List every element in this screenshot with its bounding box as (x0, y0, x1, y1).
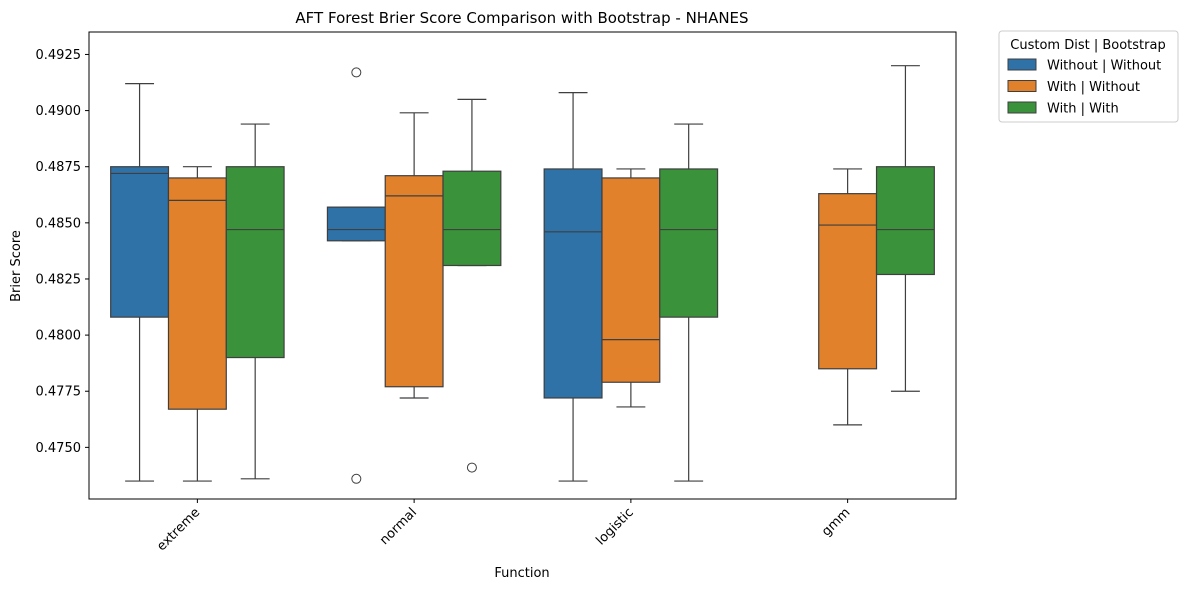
box (326, 206, 386, 242)
legend-entry-label: With | With (1047, 102, 1119, 117)
x-tick-label: normal (377, 505, 420, 548)
y-tick-label: 0.4850 (36, 216, 82, 231)
y-tick-label: 0.4875 (36, 160, 82, 175)
box (442, 170, 502, 267)
legend-frame (998, 30, 1179, 123)
y-tick-label: 0.4775 (36, 385, 82, 400)
box (384, 175, 444, 388)
legend-swatch (1007, 58, 1037, 71)
plot-area (110, 65, 935, 484)
y-tick-label: 0.4900 (36, 104, 82, 119)
plot-frame (88, 31, 957, 500)
legend-title: Custom Dist | Bootstrap (1010, 38, 1165, 53)
box (167, 177, 227, 410)
box (601, 177, 661, 383)
y-tick-label: 0.4825 (36, 272, 82, 287)
y-tick-label: 0.4800 (36, 329, 82, 344)
y-axis-label: Brier Score (9, 230, 24, 302)
x-tick-label: logistic (594, 505, 637, 548)
outlier-point (466, 462, 477, 473)
chart-title: AFT Forest Brier Score Comparison with B… (295, 9, 748, 27)
series-2 (225, 65, 935, 482)
legend: Custom Dist | Bootstrap Without | Withou… (998, 30, 1179, 123)
legend-swatch (1007, 80, 1037, 92)
outlier-point (351, 473, 362, 484)
box (110, 166, 170, 318)
legend-swatch (1007, 101, 1037, 114)
x-tick-label: gmm (819, 505, 853, 539)
legend-entry-label: With | Without (1047, 80, 1140, 95)
outlier-point (351, 67, 362, 78)
series-1 (167, 112, 878, 482)
box (543, 168, 603, 399)
x-tick-label: extreme (154, 505, 203, 554)
y-tick-label: 0.4750 (36, 441, 82, 456)
y-tick-label: 0.4925 (36, 48, 82, 63)
x-axis-label: Function (494, 566, 549, 581)
legend-entry-label: Without | Without (1047, 59, 1161, 74)
box (659, 168, 719, 318)
box (818, 193, 878, 370)
box (875, 166, 935, 276)
box (225, 166, 285, 359)
series-0 (110, 67, 603, 484)
